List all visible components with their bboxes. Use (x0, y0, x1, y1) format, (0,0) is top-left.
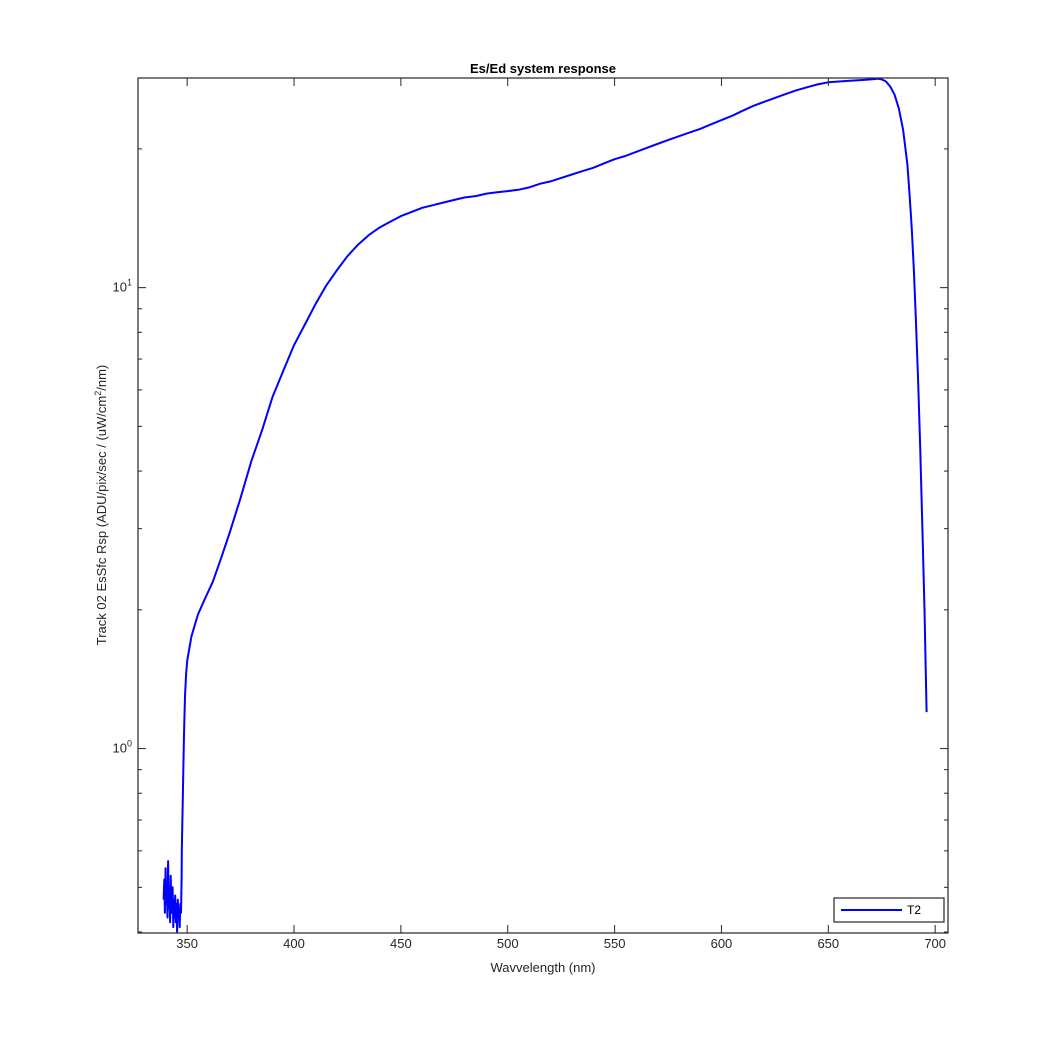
x-tick-label-550: 550 (604, 936, 626, 951)
legend-label-t2: T2 (907, 903, 921, 917)
series-line-t2 (162, 77, 928, 933)
x-tick-label-650: 650 (817, 936, 839, 951)
y-tick-labels: 100 101 (113, 278, 132, 756)
x-axis-label: Wavvelength (nm) (491, 960, 596, 975)
x-tick-label-600: 600 (711, 936, 733, 951)
x-tick-labels: 350 400 450 500 550 600 650 700 (176, 936, 946, 951)
chart-title: Es/Ed system response (470, 61, 616, 76)
plot-area (137, 77, 949, 934)
y-axis-label-superscript: 2 (93, 391, 103, 396)
ticks-layer (138, 78, 948, 933)
y-axis-label-main: Track 02 EsSfc Rsp (ADU/pix/sec / (uW/cm (94, 396, 109, 645)
x-tick-label-400: 400 (283, 936, 305, 951)
legend: T2 (833, 897, 945, 923)
y-tick-label-10: 101 (113, 278, 132, 295)
axes-background (138, 78, 948, 933)
x-tick-label-700: 700 (924, 936, 946, 951)
y-axis-label: Track 02 EsSfc Rsp (ADU/pix/sec / (uW/cm… (93, 365, 109, 645)
x-tick-label-350: 350 (176, 936, 198, 951)
series-layer (162, 77, 928, 933)
y-tick-label-1: 100 (113, 739, 132, 756)
axes-box (137, 77, 949, 934)
y-axis-label-end: /nm) (94, 365, 109, 391)
x-tick-label-450: 450 (390, 936, 412, 951)
x-tick-label-500: 500 (497, 936, 519, 951)
